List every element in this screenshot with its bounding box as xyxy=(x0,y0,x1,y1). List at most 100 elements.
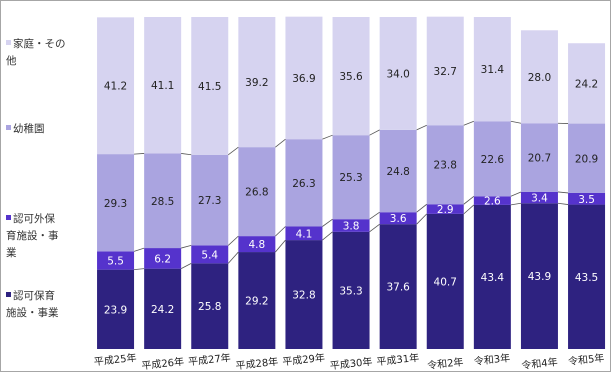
bar-segment xyxy=(379,224,417,349)
bar-segment xyxy=(97,269,135,349)
series-connector-line xyxy=(463,204,475,215)
data-label: 29.2 xyxy=(245,296,268,308)
data-label: 6.2 xyxy=(154,253,171,265)
data-label: 35.6 xyxy=(339,71,363,83)
bar-segment xyxy=(238,17,276,148)
data-label: 28.0 xyxy=(528,72,551,84)
bar-segment xyxy=(426,204,464,214)
bar-segment xyxy=(332,219,370,232)
bar-segment xyxy=(238,147,276,237)
legend-swatch xyxy=(6,292,11,297)
legend-swatch xyxy=(6,40,11,45)
bar-segment xyxy=(97,17,135,155)
data-label: 24.2 xyxy=(151,304,174,316)
bar-segment xyxy=(332,17,370,136)
data-label: 22.6 xyxy=(481,154,505,166)
legend-item-licensed-nursery: 認可保育 施設・事業 xyxy=(6,288,90,322)
legend-label: 幼稚園 xyxy=(13,123,45,135)
series-connector-line xyxy=(181,153,192,156)
bar-segment xyxy=(191,154,229,246)
bar-segment xyxy=(379,17,417,130)
x-tick-label: 平成25年 xyxy=(93,351,137,368)
bar-segment xyxy=(285,16,323,140)
bar-segment xyxy=(332,231,370,349)
series-connector-line xyxy=(463,120,474,126)
data-label: 26.3 xyxy=(292,178,315,190)
series-connector-line xyxy=(416,213,428,225)
bar-segment xyxy=(238,252,276,349)
series-connector-line xyxy=(181,245,192,249)
series-connector-line xyxy=(275,239,286,253)
data-label: 3.6 xyxy=(390,213,407,225)
data-label: 43.4 xyxy=(481,272,505,284)
series-connector-line xyxy=(510,202,522,206)
bar-segment xyxy=(568,123,606,193)
data-label: 31.4 xyxy=(481,64,505,76)
data-label: 2.6 xyxy=(484,196,501,208)
series-connector-line xyxy=(322,231,333,241)
data-label: 4.1 xyxy=(296,228,313,240)
x-tick-label: 令和2年 xyxy=(427,355,465,372)
series-connector-line xyxy=(510,191,522,197)
data-label: 34.0 xyxy=(386,68,409,80)
data-label: 24.8 xyxy=(386,166,409,178)
x-tick-label: 平成26年 xyxy=(141,355,185,372)
bar-segment xyxy=(144,17,182,154)
bar-segment xyxy=(191,17,229,155)
data-label: 32.7 xyxy=(434,66,457,78)
data-label: 5.5 xyxy=(107,256,124,268)
series-connector-line xyxy=(369,129,380,136)
data-label: 3.5 xyxy=(578,194,595,206)
series-connector-line xyxy=(369,211,380,220)
data-label: 26.8 xyxy=(245,187,268,199)
x-tick-label: 平成27年 xyxy=(187,351,231,368)
x-tick-label: 平成28年 xyxy=(235,355,279,372)
bar-segment xyxy=(426,213,464,349)
bar-segment xyxy=(520,30,558,124)
bar-segment xyxy=(426,125,464,205)
data-label: 36.9 xyxy=(292,73,315,85)
bar-segment xyxy=(144,248,182,269)
data-label: 32.8 xyxy=(292,290,315,302)
series-connector-line xyxy=(557,202,569,205)
x-tick-label: 令和4年 xyxy=(521,355,559,372)
data-label: 20.9 xyxy=(575,153,598,165)
data-label: 28.5 xyxy=(151,196,174,208)
series-connector-line xyxy=(322,134,333,140)
bar-segment xyxy=(285,226,323,241)
bar-segment xyxy=(97,251,135,270)
legend-label: 家庭・その 他 xyxy=(6,38,66,67)
x-tick-label: 平成31年 xyxy=(376,351,420,368)
data-label: 4.8 xyxy=(248,239,265,251)
bar-segment xyxy=(144,153,182,249)
series-connector-line xyxy=(134,153,145,155)
data-label: 25.8 xyxy=(198,301,221,313)
series-connector-line xyxy=(227,235,239,246)
data-label: 23.9 xyxy=(104,304,127,316)
bar-segment xyxy=(473,204,511,349)
bar-segment xyxy=(520,191,558,204)
data-label: 27.3 xyxy=(198,195,221,207)
legend-item-family-other: 家庭・その 他 xyxy=(6,36,90,70)
series-connector-line xyxy=(227,251,239,264)
bar-segment xyxy=(379,212,417,225)
data-label: 39.2 xyxy=(245,77,268,89)
series-connector-line xyxy=(133,247,145,252)
x-tick-label: 平成29年 xyxy=(282,351,326,368)
bar-segment xyxy=(332,135,370,220)
data-label: 41.2 xyxy=(104,81,127,93)
data-label: 23.8 xyxy=(434,160,457,172)
x-tick-label: 平成30年 xyxy=(329,355,373,372)
data-label: 43.5 xyxy=(575,272,598,284)
bar-segment xyxy=(238,236,276,253)
bar-segment xyxy=(568,204,606,349)
bar-segment xyxy=(191,245,229,264)
legend-item-kindergarten: 幼稚園 xyxy=(6,121,90,138)
legend-item-unlicensed-nursery: 認可外保 育施設・事 業 xyxy=(6,211,90,262)
data-label: 29.3 xyxy=(104,198,127,210)
series-connector-line xyxy=(416,203,427,213)
bar-segment xyxy=(426,16,464,126)
bar-segment xyxy=(285,139,323,227)
bar-segment xyxy=(520,203,558,349)
